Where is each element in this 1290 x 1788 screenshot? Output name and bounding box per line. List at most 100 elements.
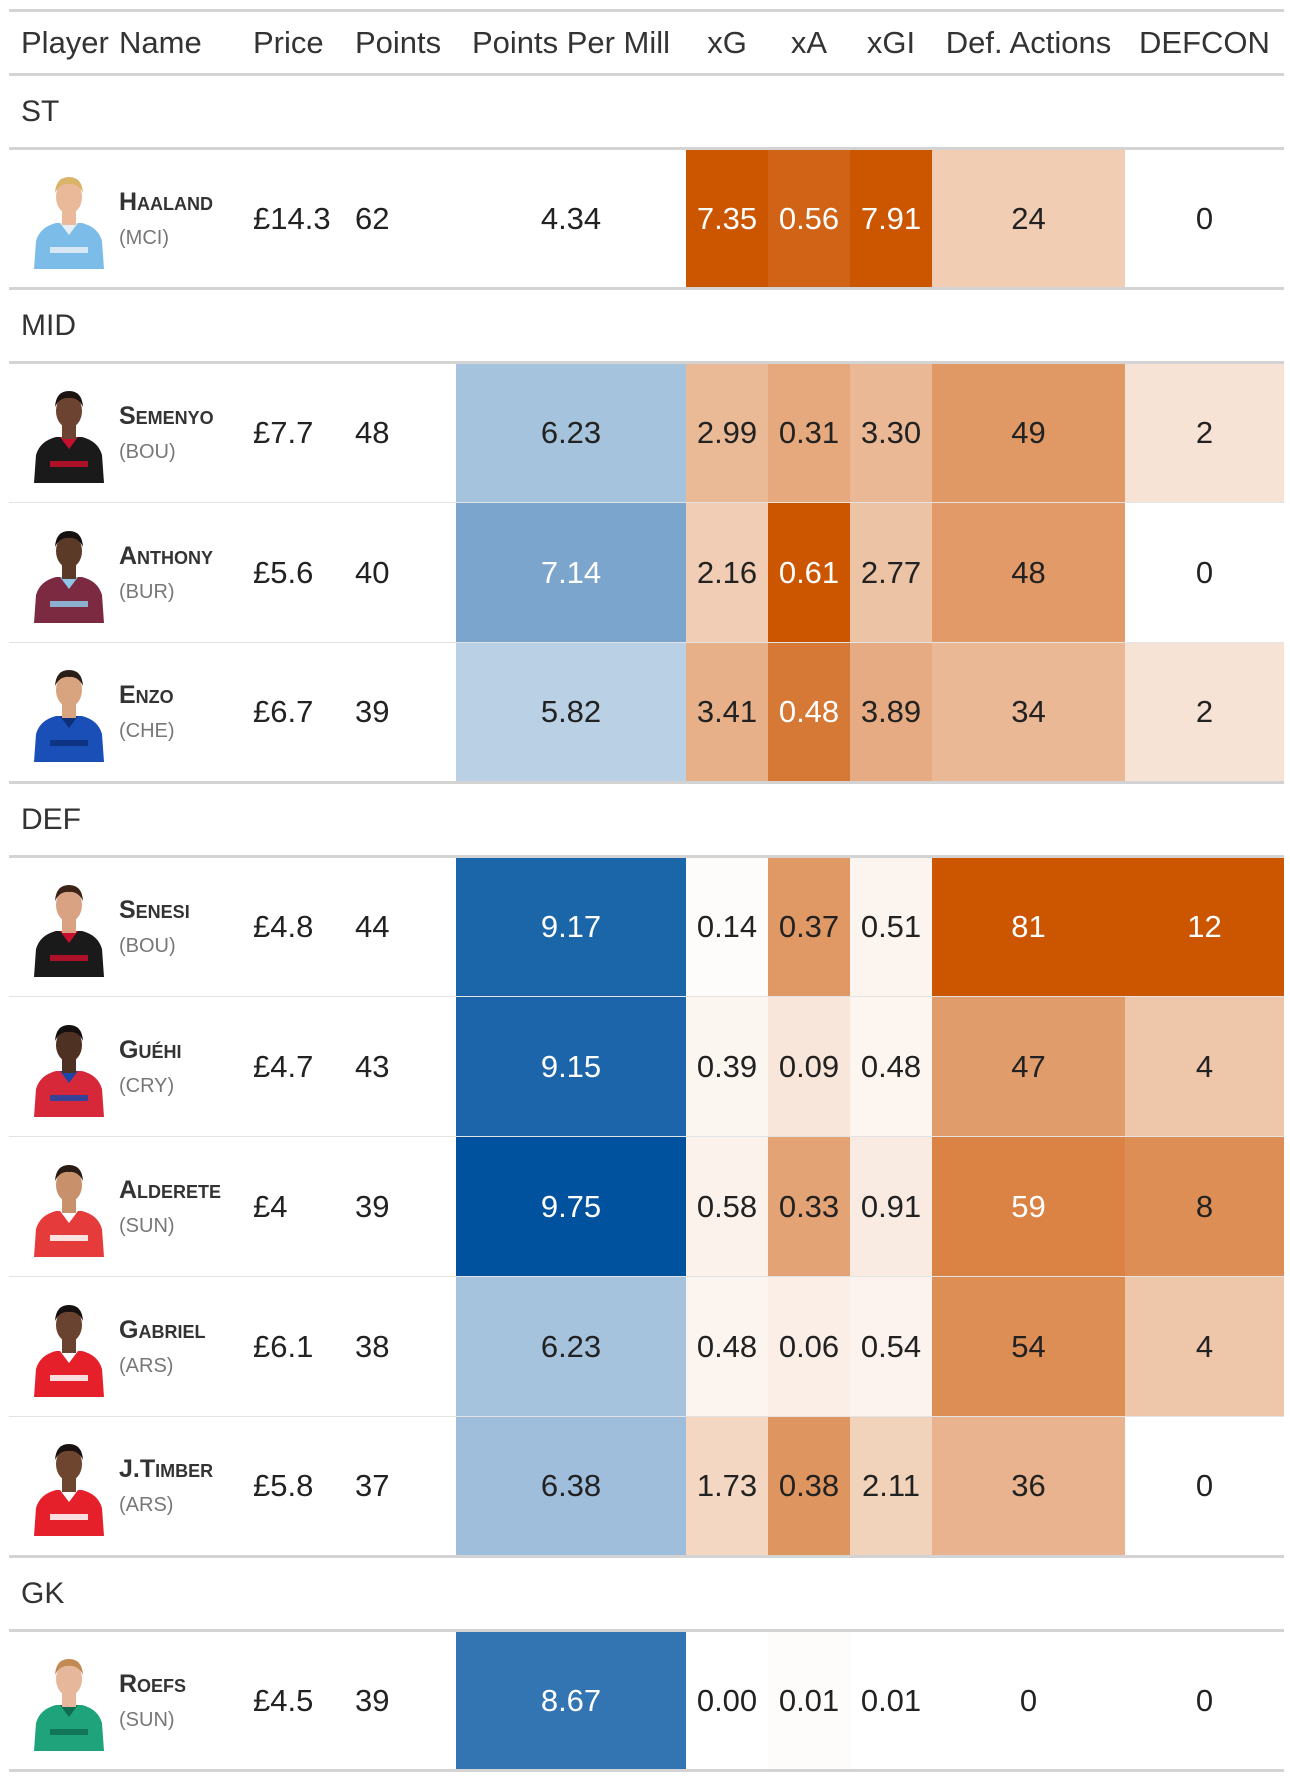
cell-defcon: 12 — [1125, 856, 1284, 997]
header-row: Player Name Price Points Points Per Mill… — [9, 9, 1284, 76]
cell-xg: 0.39 — [686, 996, 768, 1137]
player-photo-cell — [9, 148, 119, 290]
header-xg: xG — [686, 9, 768, 76]
cell-xg: 0.48 — [686, 1276, 768, 1417]
cell-xgi: 2.11 — [850, 1416, 932, 1558]
cell-def: 0 — [932, 1630, 1125, 1772]
cell-def: 24 — [932, 148, 1125, 290]
cell-xa: 0.56 — [768, 148, 850, 290]
header-name: Name — [119, 9, 241, 76]
table-row: Anthony (BUR) £5.6 40 7.14 2.16 0.61 2.77 48 0 — [9, 502, 1284, 643]
cell-xa: 0.09 — [768, 996, 850, 1137]
cell-xg: 2.99 — [686, 362, 768, 503]
player-name: Roefs — [119, 1669, 187, 1698]
cell-points: 48 — [343, 362, 456, 503]
player-name-cell: Anthony (BUR) — [119, 502, 241, 643]
cell-xgi: 0.01 — [850, 1630, 932, 1772]
player-team: (ARS) — [119, 1494, 174, 1516]
group-row-st: ST — [9, 74, 1284, 150]
table-body: ST Haaland (MCI) £14.3 62 4.34 7.35 0.56 7.91 24 0… — [9, 74, 1284, 1772]
cell-xa: 0.38 — [768, 1416, 850, 1558]
cell-def: 48 — [932, 502, 1125, 643]
cell-defcon: 4 — [1125, 996, 1284, 1137]
cell-price: £5.8 — [241, 1416, 343, 1558]
player-name-cell: Roefs (SUN) — [119, 1630, 241, 1772]
cell-points: 44 — [343, 856, 456, 997]
cell-xg: 0.00 — [686, 1630, 768, 1772]
header-xa: xA — [768, 9, 850, 76]
player-photo-icon — [34, 530, 104, 623]
player-team: (BOU) — [119, 441, 176, 463]
player-photo-cell — [9, 1276, 119, 1417]
player-name-cell: Gabriel (ARS) — [119, 1276, 241, 1417]
cell-points: 39 — [343, 1630, 456, 1772]
table-row: Enzo (CHE) £6.7 39 5.82 3.41 0.48 3.89 34 2 — [9, 642, 1284, 784]
cell-price: £4.7 — [241, 996, 343, 1137]
group-row-gk: GK — [9, 1556, 1284, 1632]
cell-price: £4.8 — [241, 856, 343, 997]
cell-xgi: 0.54 — [850, 1276, 932, 1417]
cell-def: 59 — [932, 1136, 1125, 1277]
cell-xg: 3.41 — [686, 642, 768, 784]
player-team: (ARS) — [119, 1354, 174, 1377]
player-name: Senesi — [119, 896, 190, 924]
player-name-cell: Alderete (SUN) — [119, 1136, 241, 1277]
position-group-label: DEF — [9, 782, 1284, 858]
cell-def: 34 — [932, 642, 1125, 784]
position-group-label: MID — [9, 288, 1284, 364]
position-group-label: ST — [9, 74, 1284, 150]
cell-defcon: 0 — [1125, 148, 1284, 290]
table-row: Senesi (BOU) £4.8 44 9.17 0.14 0.37 0.51 81 12 — [9, 856, 1284, 997]
player-photo-cell — [9, 642, 119, 784]
player-photo-icon — [34, 1444, 104, 1536]
table-row: Gabriel (ARS) £6.1 38 6.23 0.48 0.06 0.54 54 4 — [9, 1276, 1284, 1417]
cell-defcon: 2 — [1125, 362, 1284, 503]
position-group-label: GK — [9, 1556, 1284, 1632]
player-photo-cell — [9, 996, 119, 1137]
player-name-cell: J.Timber (ARS) — [119, 1416, 241, 1558]
player-name: Guéhi — [119, 1035, 182, 1064]
cell-xa: 0.33 — [768, 1136, 850, 1277]
player-name: Anthony — [119, 541, 214, 570]
table-row: J.Timber (ARS) £5.8 37 6.38 1.73 0.38 2.11 36 0 — [9, 1416, 1284, 1558]
cell-ppm: 9.15 — [456, 996, 686, 1137]
cell-def: 47 — [932, 996, 1125, 1137]
cell-points: 39 — [343, 642, 456, 784]
cell-defcon: 8 — [1125, 1136, 1284, 1277]
cell-points: 37 — [343, 1416, 456, 1558]
cell-def: 49 — [932, 362, 1125, 503]
cell-xg: 0.14 — [686, 856, 768, 997]
player-photo-icon — [34, 1024, 104, 1117]
cell-defcon: 4 — [1125, 1276, 1284, 1417]
player-name-cell: Senesi (BOU) — [119, 856, 241, 997]
player-team: (CHE) — [119, 720, 175, 742]
cell-defcon: 2 — [1125, 642, 1284, 784]
player-photo-cell — [9, 1136, 119, 1277]
player-photo-cell — [9, 1416, 119, 1558]
table-row: Alderete (SUN) £4 39 9.75 0.58 0.33 0.91 59 8 — [9, 1136, 1284, 1277]
player-photo-icon — [34, 885, 104, 977]
cell-price: £14.3 — [241, 148, 343, 290]
table-row: Roefs (SUN) £4.5 39 8.67 0.00 0.01 0.01 0 0 — [9, 1630, 1284, 1772]
group-row-mid: MID — [9, 288, 1284, 364]
cell-xg: 2.16 — [686, 502, 768, 643]
header-points-per-mill: Points Per Mill — [456, 9, 686, 76]
header-price: Price — [241, 9, 343, 76]
player-name-cell: Guéhi (CRY) — [119, 996, 241, 1137]
cell-xa: 0.01 — [768, 1630, 850, 1772]
cell-xg: 0.58 — [686, 1136, 768, 1277]
cell-xa: 0.37 — [768, 856, 850, 997]
header-defcon: DEFCON — [1125, 9, 1284, 76]
player-name-cell: Semenyo (BOU) — [119, 362, 241, 503]
cell-ppm: 6.23 — [456, 362, 686, 503]
cell-points: 43 — [343, 996, 456, 1137]
cell-xg: 7.35 — [686, 148, 768, 290]
player-name: Enzo — [119, 681, 174, 709]
cell-price: £6.7 — [241, 642, 343, 784]
player-photo-cell — [9, 1630, 119, 1772]
cell-xgi: 2.77 — [850, 502, 932, 643]
cell-points: 62 — [343, 148, 456, 290]
cell-ppm: 6.38 — [456, 1416, 686, 1558]
cell-price: £4 — [241, 1136, 343, 1277]
cell-xgi: 3.89 — [850, 642, 932, 784]
